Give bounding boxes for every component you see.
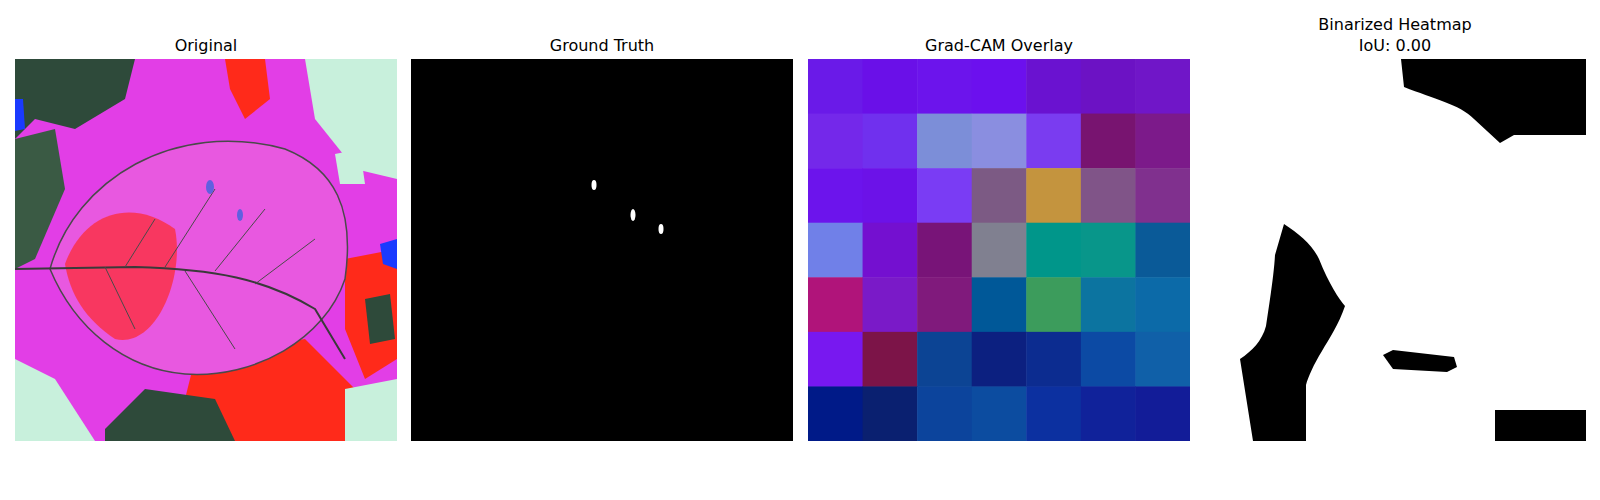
heatmap-cell <box>917 223 972 278</box>
heatmap-cell <box>1135 168 1190 223</box>
heatmap-cell <box>808 223 863 278</box>
panel <box>1204 59 1587 441</box>
heatmap-cell <box>1026 114 1081 169</box>
figure: Original Ground Truth Grad-CAM Overlay Bina… <box>0 0 1600 500</box>
heatmap-cell <box>972 386 1027 441</box>
background <box>1204 59 1586 441</box>
heatmap-cell <box>1081 59 1136 114</box>
leaf-vein <box>15 267 345 359</box>
heatmap-cell <box>863 114 918 169</box>
heatmap-cell <box>972 277 1027 332</box>
background <box>411 59 793 441</box>
binary-region <box>1401 59 1586 143</box>
heatmap-cell <box>1135 59 1190 114</box>
image-region <box>335 149 365 184</box>
heatmap-cell <box>1026 59 1081 114</box>
mask-blob <box>659 224 664 234</box>
leaf-vein <box>125 219 155 267</box>
heatmap-cell <box>1026 168 1081 223</box>
panel <box>411 59 793 441</box>
background <box>15 59 397 441</box>
heatmap-cell <box>972 114 1027 169</box>
heatmap-cell <box>1135 114 1190 169</box>
panel-image <box>15 59 397 441</box>
panel-image <box>808 59 1190 441</box>
image-region <box>225 59 270 119</box>
heatmap-cell <box>972 59 1027 114</box>
heatmap-cell <box>808 59 863 114</box>
mask-blob <box>592 180 597 190</box>
leaf-vein <box>165 189 215 267</box>
heatmap-cell <box>1026 386 1081 441</box>
image-region <box>15 99 25 131</box>
panel-title: Grad-CAM Overlay <box>925 36 1073 55</box>
image-region <box>105 389 235 441</box>
leaf-spot <box>237 209 243 221</box>
heatmap-cell <box>972 223 1027 278</box>
panel-image <box>411 59 793 441</box>
image-region <box>345 249 397 379</box>
heatmap-cell <box>863 168 918 223</box>
heatmap-cell <box>1081 114 1136 169</box>
image-region <box>365 294 395 344</box>
heatmap-cell <box>972 332 1027 387</box>
leaf <box>50 141 348 374</box>
leaf-red <box>65 212 177 340</box>
binary-region <box>1383 350 1457 372</box>
heatmap-cell <box>863 59 918 114</box>
leaf-vein <box>215 209 265 271</box>
heatmap-cell <box>1026 223 1081 278</box>
image-region <box>380 239 397 269</box>
heatmap-cell <box>917 332 972 387</box>
leaf-vein <box>105 267 135 329</box>
heatmap-cell <box>808 168 863 223</box>
heatmap-cell <box>1081 168 1136 223</box>
leaf-spot <box>206 180 214 194</box>
binary-region <box>1495 410 1586 441</box>
panel-title: Ground Truth <box>550 36 655 55</box>
heatmap-cell <box>808 277 863 332</box>
heatmap-cell <box>1081 386 1136 441</box>
leaf-vein <box>185 271 235 349</box>
heatmap-cell <box>863 223 918 278</box>
binary-region <box>1240 224 1345 441</box>
heatmap-cell <box>808 332 863 387</box>
panel-title: Original <box>175 36 238 55</box>
heatmap-cell <box>863 277 918 332</box>
heatmap-cell <box>1081 332 1136 387</box>
heatmap-cell <box>863 332 918 387</box>
heatmap-cell <box>917 168 972 223</box>
heatmap-cell <box>1135 223 1190 278</box>
heatmap-cell <box>808 114 863 169</box>
image-region <box>15 59 135 139</box>
mask-blob <box>631 209 636 221</box>
heatmap-cell <box>1081 223 1136 278</box>
panel-image <box>1204 59 1586 441</box>
heatmap-cell <box>917 386 972 441</box>
image-region <box>345 379 397 441</box>
panel-title: Binarized HeatmapIoU: 0.00 <box>1318 15 1471 55</box>
heatmap-cell <box>1135 386 1190 441</box>
heatmap-cell <box>808 386 863 441</box>
image-region <box>15 359 95 441</box>
heatmap-cell <box>972 168 1027 223</box>
heatmap-cell <box>1135 277 1190 332</box>
heatmap-cell <box>1026 332 1081 387</box>
heatmap-cell <box>917 114 972 169</box>
leaf-vein <box>255 239 315 284</box>
heatmap-cell <box>917 59 972 114</box>
heatmap-cell <box>863 386 918 441</box>
heatmap-cell <box>1026 277 1081 332</box>
heatmap-cell <box>917 277 972 332</box>
panel <box>808 59 1191 442</box>
heatmap-cell <box>1135 332 1190 387</box>
heatmap-cell <box>1081 277 1136 332</box>
panel <box>15 59 397 441</box>
